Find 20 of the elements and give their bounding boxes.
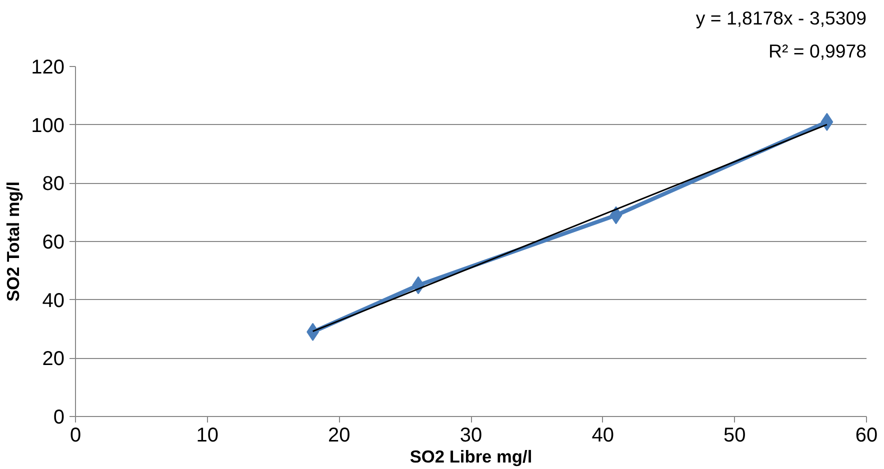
y-tick-label: 40	[42, 290, 65, 312]
x-tick-label: 20	[328, 424, 350, 446]
x-tick-label: 60	[855, 424, 878, 446]
y-tick-label: 0	[53, 406, 64, 428]
x-tick-label: 40	[592, 424, 614, 446]
y-axis-title: SO2 Total mg/l	[3, 181, 24, 302]
text: y = 1,8178x - 3,5309	[696, 8, 867, 28]
y-tick-label: 120	[31, 56, 65, 78]
x-tick-label: 50	[724, 424, 746, 446]
x-tick-label: 10	[196, 424, 218, 446]
y-tick-label: 60	[42, 232, 65, 254]
point	[820, 112, 834, 131]
point	[610, 206, 622, 224]
x-tick-label: 30	[460, 424, 482, 446]
y-tick-label: 20	[42, 348, 65, 370]
x-axis-title: SO2 Libre mg/l	[410, 446, 532, 466]
text: R² = 0,9978	[768, 40, 867, 62]
x-tick-label: 0	[70, 424, 82, 446]
y-tick-label: 80	[42, 173, 65, 196]
y-tick-label: 100	[31, 114, 65, 137]
